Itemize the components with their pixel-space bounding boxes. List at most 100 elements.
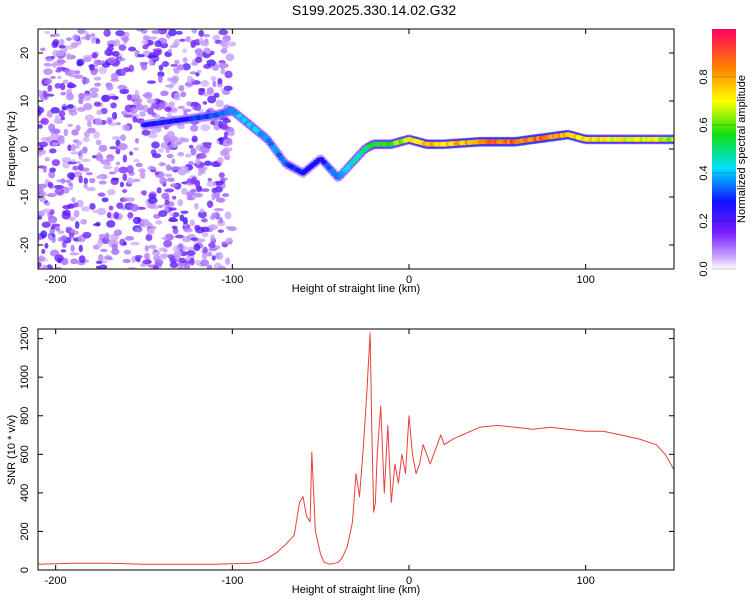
spectrogram-noise-blob <box>60 116 65 121</box>
spectrogram-noise-blob <box>164 199 170 206</box>
spectrogram-noise-blob <box>121 189 128 194</box>
colorbar-tick-label: 0.0 <box>698 261 710 276</box>
spectrogram-noise-blob <box>170 207 177 211</box>
spectrogram-noise-blob <box>67 144 72 152</box>
spectrogram-noise-blob <box>181 187 188 195</box>
spectrogram-noise-blob <box>200 188 210 193</box>
spectrogram-noise-blob <box>123 249 132 255</box>
spectrogram-noise-blob <box>56 59 67 64</box>
spectrogram-noise-blob <box>60 91 67 96</box>
spectrogram-noise-blob <box>39 191 47 197</box>
spectrogram-noise-blob <box>191 29 198 34</box>
spectrogram-noise-blob <box>66 45 75 50</box>
spectrogram-noise-blob <box>82 136 90 143</box>
spectrogram-noise-blob <box>99 248 108 253</box>
spectrogram-noise-blob <box>218 136 224 145</box>
spectrogram-noise-blob <box>195 157 201 166</box>
spectrogram-noise-blob <box>186 101 192 107</box>
spectrogram-noise-blob <box>194 202 199 210</box>
spectrogram-noise-blob <box>193 102 202 111</box>
spectrogram-noise-blob <box>220 177 228 181</box>
spectrogram-noise-blob <box>208 242 216 249</box>
spectrogram-noise-blob <box>122 258 131 264</box>
spectrogram-noise-blob <box>121 36 130 42</box>
spectrogram-noise-blob <box>81 206 90 212</box>
spectrogram-noise-blob <box>98 233 106 239</box>
spectrogram-noise-blob <box>41 197 47 202</box>
spectrogram-noise-blob <box>182 63 191 71</box>
spectrogram-noise-blob <box>158 64 164 71</box>
spectrogram-ridge-point <box>270 145 277 151</box>
spectrogram-noise-blob <box>56 179 62 183</box>
spectrogram-noise-blob <box>93 59 99 68</box>
spectrogram-noise-blob <box>52 128 61 134</box>
spectrogram-noise-blob <box>140 190 147 196</box>
spectrogram-noise-blob <box>135 162 143 168</box>
y-tick-label: 800 <box>19 407 31 425</box>
spectrogram-noise-blob <box>108 171 116 175</box>
spectrogram-noise-blob <box>67 182 73 186</box>
spectrogram-noise-blob <box>65 226 72 232</box>
spectrogram-noise-blob <box>215 99 224 108</box>
spectrogram-ridge-point <box>671 136 674 142</box>
spectrogram-noise-blob <box>151 153 162 159</box>
x-tick-label: -200 <box>45 274 67 286</box>
spectrogram-noise-blob <box>57 75 62 80</box>
spectrogram-noise-blob <box>228 41 237 47</box>
spectrogram-noise-blob <box>111 136 121 140</box>
spectrogram-noise-blob <box>136 104 145 111</box>
spectrogram-noise-blob <box>157 74 163 83</box>
spectrogram-noise-blob <box>47 181 54 188</box>
spectrogram-noise-blob <box>177 169 187 176</box>
spectrogram-noise-blob <box>159 101 166 110</box>
spectrogram-noise-blob <box>122 124 131 131</box>
spectrogram-noise-blob <box>207 177 213 182</box>
spectrogram-noise-blob <box>190 147 197 156</box>
spectrogram-noise-blob <box>95 38 101 45</box>
spectrogram-noise-blob <box>190 124 199 132</box>
spectrogram-noise-blob <box>98 180 107 185</box>
spectrogram-noise-blob <box>40 47 46 52</box>
spectrogram-noise-blob <box>132 178 141 183</box>
spectrogram-noise-blob <box>170 183 178 188</box>
spectrogram-noise-blob <box>89 64 95 71</box>
spectrogram-noise-blob <box>48 123 56 132</box>
spectrogram-noise-blob <box>195 72 200 77</box>
spectrogram-noise-blob <box>40 137 51 141</box>
spectrogram-noise-blob <box>47 215 58 224</box>
spectrogram-noise-blob <box>148 133 158 139</box>
spectrogram-noise-blob <box>173 92 181 101</box>
spectrogram-noise-blob <box>189 219 195 227</box>
spectrogram-noise-blob <box>47 84 53 92</box>
colorbar-label: Normalized spectral amplitude <box>736 75 748 223</box>
spectrogram-noise-blob <box>167 254 175 260</box>
spectrogram-noise-blob <box>198 87 206 92</box>
spectrogram-noise-blob <box>101 94 111 102</box>
spectrogram-noise-blob <box>189 257 195 266</box>
spectrogram-noise-blob <box>106 220 116 228</box>
snr-plot: -200 -100 0 100 0 200 400 600 800 1000 1200 Heigh… <box>6 326 675 596</box>
spectrogram-noise-blob <box>202 92 212 97</box>
spectrogram-noise-blob <box>146 98 157 104</box>
spectrogram-noise-blob <box>168 29 177 37</box>
spectrogram-noise-blob <box>44 30 51 35</box>
spectrogram-noise-blob <box>179 38 186 42</box>
spectrogram-noise-blob <box>218 172 225 178</box>
spectrogram-noise-blob <box>215 180 224 186</box>
spectrogram-noise-blob <box>128 46 137 52</box>
spectrogram-noise-blob <box>194 48 203 55</box>
colorbar-tick-label: 0.6 <box>698 117 710 132</box>
spectrogram-noise-blob <box>164 188 175 193</box>
spectrogram-noise-blob <box>224 156 230 160</box>
spectrogram-noise-blob <box>220 48 228 54</box>
spectrogram-noise-blob <box>218 217 224 224</box>
spectrogram-noise-blob <box>195 144 205 152</box>
y-tick-label: 20 <box>19 47 31 59</box>
spectrogram-noise-blob <box>119 88 130 95</box>
spectrogram-noise-blob <box>41 266 49 269</box>
spectrogram-noise-blob <box>165 84 175 88</box>
snr-y-label: SNR (10 * v/v) <box>6 415 18 485</box>
spectrogram-noise-blob <box>123 114 133 118</box>
spectrogram-noise-blob <box>202 33 211 38</box>
spectrogram-noise-blob <box>219 40 229 47</box>
